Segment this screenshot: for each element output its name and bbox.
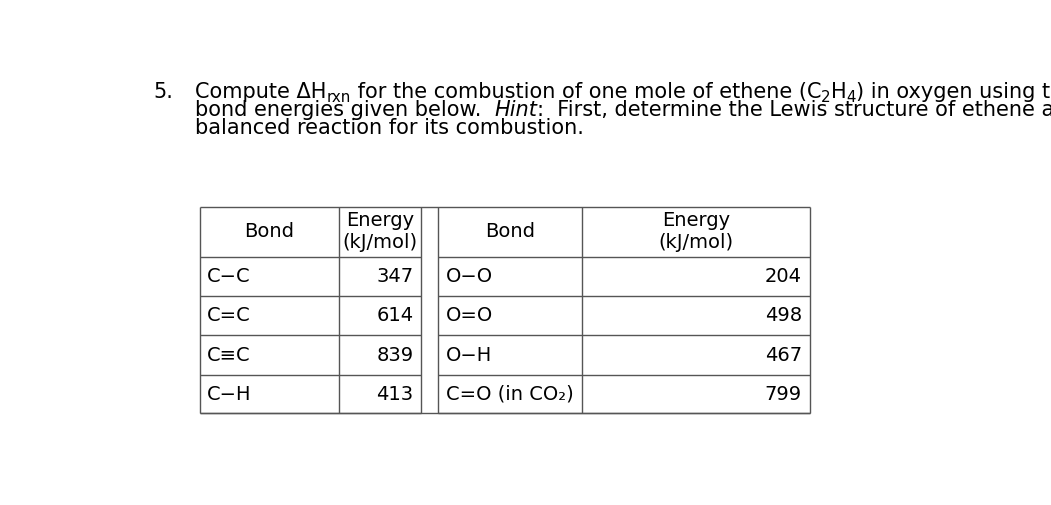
Text: Hint: Hint [495,100,537,120]
Text: 799: 799 [765,384,802,403]
Text: H: H [830,82,846,103]
Text: bond energies given below.: bond energies given below. [194,100,495,120]
Text: C=O (in CO₂): C=O (in CO₂) [446,384,574,403]
Text: rxn: rxn [326,90,351,106]
Text: 2: 2 [821,90,830,106]
Text: 204: 204 [765,267,802,286]
Text: 347: 347 [376,267,413,286]
Text: 839: 839 [376,345,413,365]
Text: 614: 614 [376,307,413,325]
Text: ) in oxygen using the average: ) in oxygen using the average [856,82,1051,103]
Text: C≡C: C≡C [207,345,251,365]
Text: 467: 467 [765,345,802,365]
Text: Energy
(kJ/mol): Energy (kJ/mol) [343,212,417,252]
Text: 413: 413 [376,384,413,403]
Text: for the combustion of one mole of ethene (C: for the combustion of one mole of ethene… [351,82,821,103]
Text: Bond: Bond [244,222,294,241]
Text: C−H: C−H [207,384,252,403]
Text: 5.: 5. [153,82,173,103]
Text: C−C: C−C [207,267,251,286]
Text: Compute ΔH: Compute ΔH [194,82,326,103]
Text: C=C: C=C [207,307,251,325]
Text: O−H: O−H [446,345,492,365]
Text: 498: 498 [765,307,802,325]
Text: 4: 4 [846,90,856,106]
Text: balanced reaction for its combustion.: balanced reaction for its combustion. [194,118,583,138]
Text: Energy
(kJ/mol): Energy (kJ/mol) [658,212,734,252]
Text: Bond: Bond [486,222,535,241]
Text: :  First, determine the Lewis structure of ethene and write a: : First, determine the Lewis structure o… [537,100,1051,120]
Text: O−O: O−O [446,267,493,286]
Text: O=O: O=O [446,307,493,325]
